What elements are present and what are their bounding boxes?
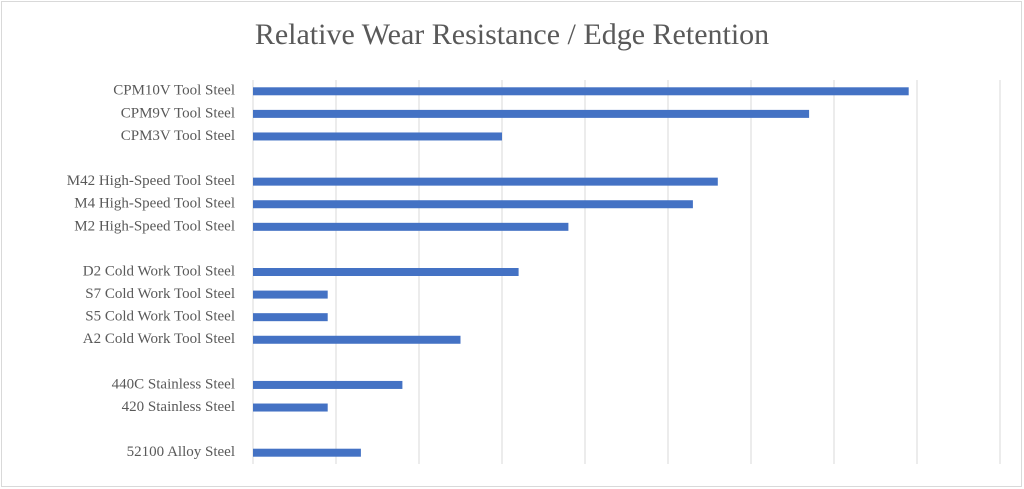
bar xyxy=(253,177,718,186)
bar xyxy=(253,132,502,141)
y-tick-label: S5 Cold Work Tool Steel xyxy=(85,309,235,325)
y-tick-label: 52100 Alloy Steel xyxy=(127,444,235,460)
y-tick-label: A2 Cold Work Tool Steel xyxy=(83,331,235,347)
bar xyxy=(253,290,328,299)
y-tick-label: 420 Stainless Steel xyxy=(122,399,235,415)
y-tick-label: M42 High-Speed Tool Steel xyxy=(67,173,235,189)
y-tick-label: CPM9V Tool Steel xyxy=(121,105,235,121)
bar xyxy=(253,335,461,344)
y-tick-label: D2 Cold Work Tool Steel xyxy=(83,263,235,279)
bar xyxy=(253,268,519,276)
y-tick-label: S7 Cold Work Tool Steel xyxy=(85,286,235,302)
bar xyxy=(253,222,569,231)
bar xyxy=(253,380,403,389)
bar xyxy=(253,448,361,457)
bar xyxy=(253,313,328,322)
y-tick-label: 440C Stainless Steel xyxy=(112,376,235,392)
y-tick-label: CPM10V Tool Steel xyxy=(113,83,235,99)
chart-title: Relative Wear Resistance / Edge Retentio… xyxy=(255,18,769,51)
y-tick-label: CPM3V Tool Steel xyxy=(121,128,235,144)
y-tick-label: M4 High-Speed Tool Steel xyxy=(74,196,235,212)
bar xyxy=(253,87,909,96)
y-tick-label: M2 High-Speed Tool Steel xyxy=(74,218,235,234)
bar xyxy=(253,109,810,118)
bar xyxy=(253,200,693,209)
bar xyxy=(253,403,328,412)
